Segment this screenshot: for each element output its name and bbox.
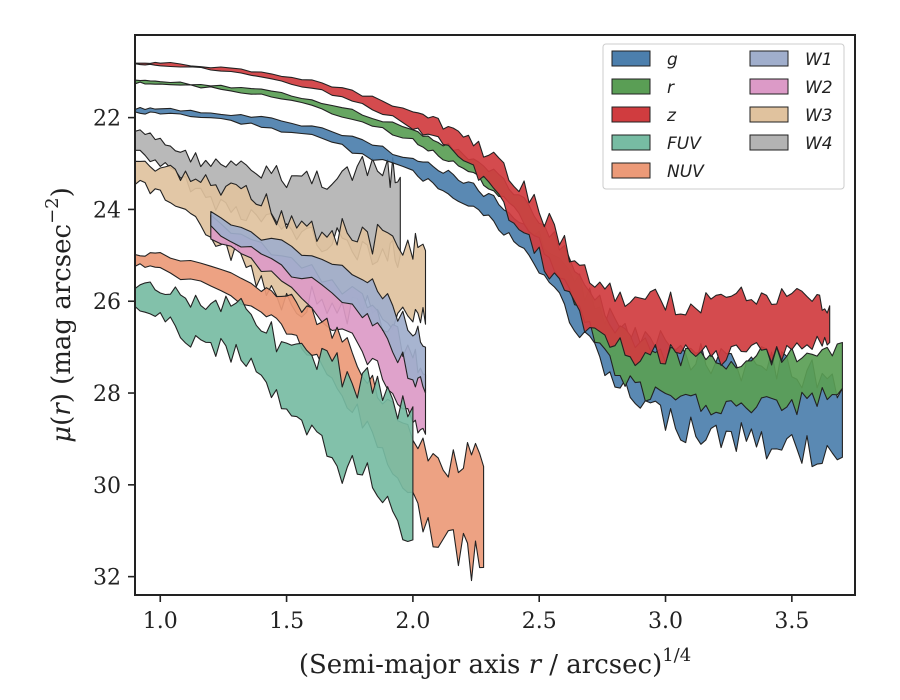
band-nuv (134, 252, 485, 582)
band-z (134, 61, 831, 367)
x-tick-label: 1.0 (143, 609, 178, 634)
legend-swatch-nuv (611, 162, 651, 179)
y-tick-label: 32 (93, 566, 121, 591)
y-tick-label: 24 (93, 198, 121, 223)
legend-label-nuv: NUV (667, 162, 705, 182)
legend-swatch-g (611, 50, 651, 67)
legend-swatch-w4 (749, 134, 789, 151)
y-tick-label: 26 (93, 290, 121, 315)
legend-label-w1: W1 (805, 50, 833, 70)
x-tick-label: 1.5 (269, 609, 304, 634)
legend-swatch-w2 (749, 78, 789, 95)
x-axis: 1.0 1.5 2.0 2.5 3.0 3.5 (143, 595, 809, 634)
plot-frame (134, 34, 856, 596)
legend-label-r: r (667, 78, 675, 98)
y-axis: 22 24 26 28 30 32 (93, 107, 135, 591)
legend-label-w4: W4 (805, 134, 833, 154)
x-tick-label: 3.5 (774, 609, 809, 634)
y-tick-label: 28 (93, 382, 121, 407)
x-axis-label: (Semi-major axis r / arcsec)1/4 (299, 645, 691, 680)
legend-swatch-w3 (749, 106, 789, 123)
y-tick-label: 30 (93, 474, 121, 499)
legend-label-w3: W3 (805, 106, 833, 126)
legend-label-z: z (666, 106, 677, 126)
legend-swatch-r (611, 78, 651, 95)
band-layer (134, 61, 843, 582)
x-tick-label: 2.5 (522, 609, 557, 634)
legend-label-fuv: FUV (667, 134, 702, 154)
legend-swatch-z (611, 106, 651, 123)
legend-swatch-w1 (749, 50, 789, 67)
legend-label-w2: W2 (805, 78, 833, 98)
y-tick-label: 22 (93, 107, 121, 132)
y-axis-label: μ(r) (mag arcsec−2) (42, 187, 77, 443)
x-tick-label: 3.0 (648, 609, 683, 634)
legend: grz FUV NUV W1 W2 W3 W4 (602, 43, 845, 190)
legend-swatch-fuv (611, 134, 651, 151)
x-tick-label: 2.0 (395, 609, 430, 634)
band-fuv (134, 281, 414, 543)
legend-label-g: g (667, 50, 678, 70)
band-w1 (210, 210, 427, 394)
